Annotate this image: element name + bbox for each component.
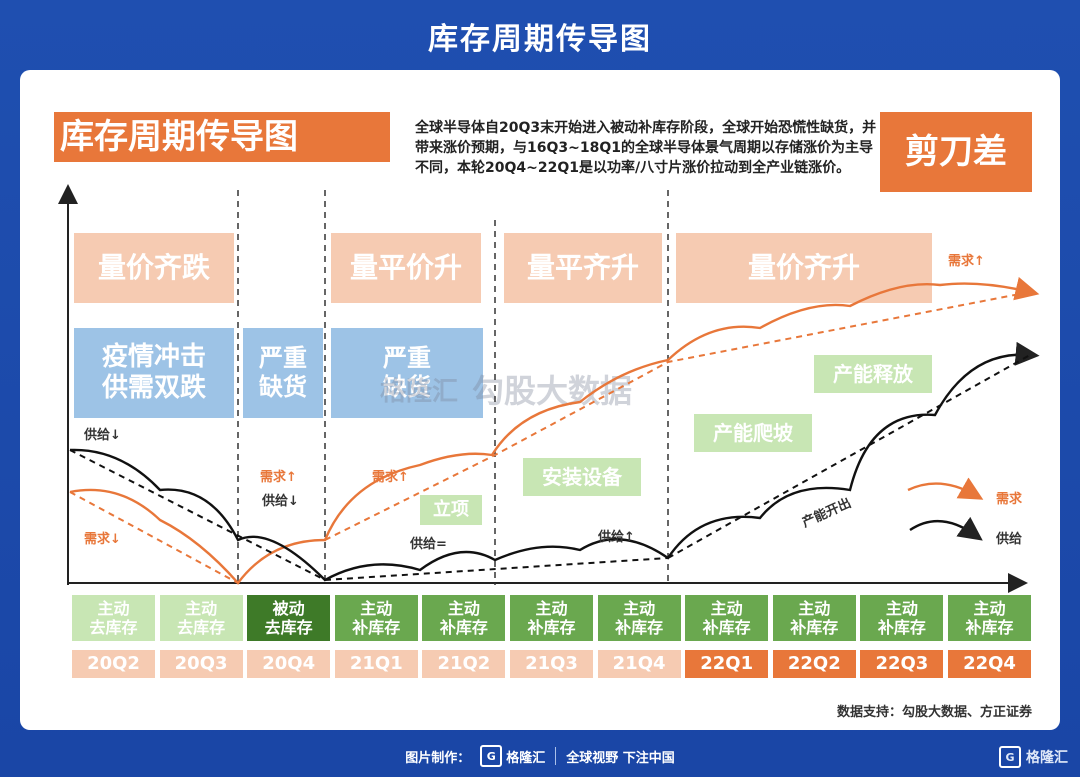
phase-label: 量价齐升: [676, 233, 932, 303]
quarter-box: 20Q4: [247, 650, 331, 678]
stage-box: 主动 补库存: [860, 595, 944, 641]
scissor-label: 剪刀差: [880, 112, 1032, 192]
quarter-box: 21Q2: [422, 650, 506, 678]
watermark-text: 勾股大数据: [472, 372, 633, 410]
legend-demand-line: [907, 477, 984, 500]
footer-brand-logo: G 格隆汇: [480, 745, 545, 767]
curve-label: 需求↑: [260, 470, 297, 485]
brand-g-icon: G: [480, 745, 503, 767]
driver-label: 产能释放: [814, 355, 932, 393]
page-title: 库存周期传导图: [428, 22, 652, 57]
quarter-box: 22Q2: [772, 650, 856, 678]
footer-divider: [555, 747, 557, 765]
event-label: 疫情冲击 供需双跌: [74, 328, 234, 418]
supply-trend-flat: [324, 557, 669, 581]
phase-label: 量平齐升: [504, 233, 662, 303]
stage-box: 主动 去库存: [72, 595, 155, 641]
stage-box: 主动 补库存: [422, 595, 506, 641]
quarter-box: 20Q3: [159, 650, 243, 678]
diagram-card: 库存周期传导图 全球半导体自20Q3末开始进入被动补库存阶段，全球开始恐慌性缺货…: [20, 70, 1060, 730]
curve-label: 需求↑: [372, 470, 409, 485]
description-text: 全球半导体自20Q3末开始进入被动补库存阶段，全球开始恐慌性缺货，并带来涨价预期…: [415, 120, 877, 176]
curve-label: 供给↓: [84, 428, 121, 443]
quarter-box: 21Q3: [510, 650, 593, 678]
legend-demand-label: 需求: [996, 492, 1023, 507]
diagram-title: 库存周期传导图: [54, 112, 390, 162]
corner-brand: G 格隆汇: [999, 746, 1068, 768]
footer-slogan: 全球视野 下注中国: [566, 750, 675, 766]
curve-label: 供给↑: [598, 530, 635, 545]
event-label: 严重 缺货: [243, 328, 323, 418]
quarter-box: 21Q1: [334, 650, 418, 678]
curve-label: 需求↑: [948, 254, 985, 269]
stage-box: 被动 去库存: [247, 595, 331, 641]
stage-box: 主动 补库存: [948, 595, 1031, 641]
legend-supply-label: 供给: [996, 532, 1023, 547]
brand-g-icon: G: [999, 746, 1021, 768]
stage-box: 主动 补库存: [685, 595, 769, 641]
quarter-box: 22Q3: [860, 650, 944, 678]
stage-box: 主动 去库存: [159, 595, 243, 641]
phase-label: 量平价升: [331, 233, 481, 303]
stage-box: 主动 补库存: [510, 595, 593, 641]
stage-box: 主动 补库存: [597, 595, 681, 641]
curve-label: 供给↓: [262, 494, 299, 509]
legend-supply-line: [909, 516, 983, 541]
footer: 图片制作： G 格隆汇 全球视野 下注中国: [0, 741, 1080, 771]
quarter-box: 22Q1: [685, 650, 769, 678]
footer-made-by: 图片制作：: [405, 750, 471, 766]
data-source: 数据支持：勾股大数据、方正证券: [836, 705, 1032, 720]
driver-label: 产能爬坡: [694, 414, 812, 452]
driver-label: 立项: [420, 495, 482, 525]
footer-brand: 格隆汇: [506, 750, 546, 766]
watermark: 格隆汇 勾股大数据: [380, 366, 632, 412]
driver-label: 安装设备: [523, 458, 641, 496]
quarter-box: 22Q4: [948, 650, 1031, 678]
phase-label: 量价齐跌: [74, 233, 234, 303]
quarter-box: 21Q4: [597, 650, 681, 678]
quarter-box: 20Q2: [72, 650, 155, 678]
stage-box: 主动 补库存: [772, 595, 856, 641]
curve-label: 产能开出: [800, 495, 854, 531]
corner-brand-text: 格隆汇: [1026, 750, 1068, 766]
watermark-brand: 格隆汇: [380, 376, 459, 407]
curve-label: 供给=: [410, 537, 447, 552]
curve-label: 需求↓: [84, 532, 121, 547]
stage-box: 主动 补库存: [334, 595, 418, 641]
